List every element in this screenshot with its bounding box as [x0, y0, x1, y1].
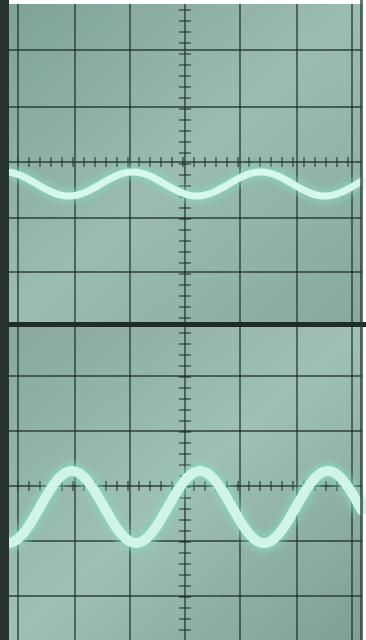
lower-panel — [3, 327, 366, 640]
upper-panel — [4, 4, 366, 324]
panel-divider — [0, 322, 366, 327]
screen-bezel-right — [360, 0, 363, 640]
lower-graticule — [8, 327, 362, 640]
upper-graticule — [8, 4, 362, 322]
screen-bezel-left — [0, 0, 9, 640]
lower-trace — [3, 465, 366, 549]
upper-trace — [4, 168, 366, 200]
